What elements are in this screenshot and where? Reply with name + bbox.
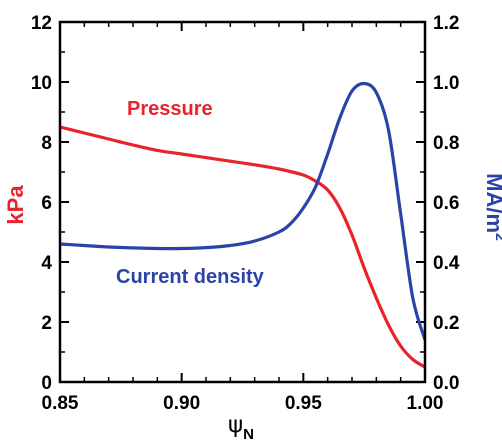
y-right-tick-label: 0.8 — [433, 133, 459, 154]
series-label-current-density: Current density — [116, 266, 265, 288]
y-left-tick-label: 6 — [41, 193, 52, 214]
y-right-tick-label: 0.2 — [433, 313, 459, 334]
x-tick-label: 0.85 — [42, 393, 79, 414]
y-left-tick-label: 10 — [31, 73, 52, 94]
y-right-axis-label: MA/m2 — [482, 173, 502, 241]
y-right-tick-label: 1.2 — [433, 13, 459, 34]
x-tick-label: 1.00 — [407, 393, 444, 414]
y-right-tick-label: 0.0 — [433, 373, 459, 394]
pressure-line — [59, 125, 426, 369]
y-left-tick-label: 4 — [41, 253, 52, 274]
series-label-pressure: Pressure — [127, 98, 213, 120]
y-right-tick-label: 1.0 — [433, 73, 459, 94]
current-density-line — [59, 81, 427, 341]
y-left-tick-label: 2 — [41, 313, 52, 334]
plot-frame — [58, 20, 427, 384]
x-axis-label-sub: N — [243, 426, 254, 443]
y-left-tick-label: 12 — [31, 13, 52, 34]
y-right-tick-label: 0.6 — [433, 193, 459, 214]
y-right-tick-label: 0.4 — [433, 253, 460, 274]
x-axis-label-main: ψ — [228, 412, 243, 438]
y-right-axis-label-main: MA/m — [482, 173, 502, 233]
x-tick-label: 0.90 — [163, 393, 200, 414]
y-left-tick-label: 0 — [41, 373, 52, 394]
y-left-axis-label: kPa — [3, 185, 28, 225]
x-axis-label: ψN — [228, 412, 254, 443]
series-layer — [59, 81, 427, 369]
y-left-tick-label: 8 — [41, 133, 52, 154]
y-right-axis-label-sup: 2 — [493, 233, 502, 241]
x-tick-label: 0.95 — [285, 393, 322, 414]
ticks-layer: 0.85 0.90 0.95 1.00 0 2 4 6 8 10 12 0.0 0.2 0.4 0.6 0.8… — [31, 13, 460, 414]
